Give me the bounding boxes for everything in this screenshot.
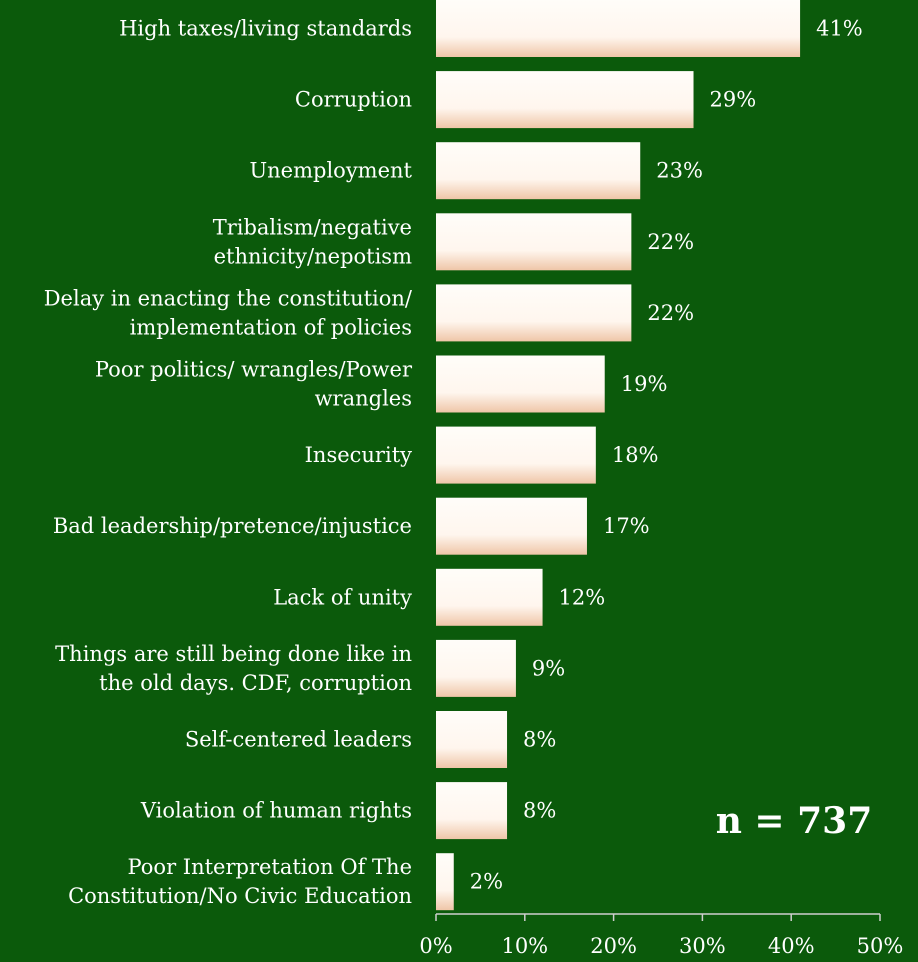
category-label: Insecurity: [305, 443, 413, 467]
category-label: Violation of human rights: [140, 799, 412, 823]
bar: [436, 711, 508, 768]
category-label-line: Insecurity: [305, 443, 413, 467]
category-label: Lack of unity: [273, 585, 412, 609]
category-label-line: ethnicity/nepotism: [214, 244, 412, 268]
category-label: Tribalism/negative ethnicity/nepotism: [213, 215, 412, 268]
x-tick-label: 10%: [501, 934, 548, 958]
category-label-line: Constitution/No Civic Education: [68, 884, 412, 908]
category-label-line: Self-centered leaders: [185, 728, 412, 752]
bar: [436, 497, 587, 555]
category-label: Things are still being done like in the o…: [55, 642, 412, 695]
category-label-line: Things are still being done like in: [55, 642, 412, 666]
value-label: 22%: [647, 230, 694, 254]
value-label: 18%: [612, 443, 659, 467]
bar: [436, 782, 508, 840]
category-label-line: Poor politics/ wrangles/Power: [95, 358, 413, 382]
value-label: 12%: [559, 585, 606, 609]
bar: [436, 853, 454, 911]
category-label-line: Violation of human rights: [140, 799, 412, 823]
bar: [436, 284, 632, 342]
category-label: Corruption: [295, 88, 412, 112]
category-label: Poor Interpretation Of The Constitution/N…: [68, 855, 412, 908]
x-tick-label: 50%: [857, 934, 904, 958]
value-label: 8%: [523, 728, 556, 752]
bar: [436, 355, 605, 413]
category-label-line: Bad leadership/pretence/injustice: [53, 514, 412, 538]
category-label-line: High taxes/living standards: [119, 17, 412, 41]
value-label: 22%: [647, 301, 694, 325]
value-label: 8%: [523, 799, 556, 823]
category-label-line: implementation of policies: [130, 315, 412, 339]
category-label-line: Lack of unity: [273, 585, 412, 609]
x-axis: 0% 10% 20% 30% 40% 50%: [419, 913, 904, 958]
value-label: 2%: [470, 870, 503, 894]
value-label: 19%: [621, 372, 668, 396]
category-label: Unemployment: [249, 159, 412, 183]
bar: [436, 71, 694, 129]
value-label: 17%: [603, 514, 650, 538]
bar: [436, 213, 632, 271]
category-labels: High taxes/living standards Corruption Une…: [44, 17, 413, 909]
category-label-line: Unemployment: [249, 159, 412, 183]
category-label: Delay in enacting the constitution/imple…: [44, 286, 413, 339]
category-label: Self-centered leaders: [185, 728, 412, 752]
x-tick-label: 30%: [679, 934, 726, 958]
bars-group: [436, 0, 801, 911]
value-label: 41%: [816, 17, 863, 41]
bar: [436, 142, 641, 200]
category-label: High taxes/living standards: [119, 17, 412, 41]
category-label: Poor politics/ wrangles/Power wrangles: [95, 358, 413, 411]
bar: [436, 568, 543, 626]
value-label: 23%: [656, 159, 703, 183]
category-label-line: Delay in enacting the constitution/: [44, 286, 413, 310]
sample-size-annotation: n = 737: [716, 800, 873, 842]
x-tick-label: 40%: [768, 934, 815, 958]
category-label-line: Poor Interpretation Of The: [128, 855, 413, 879]
value-labels: 41% 29% 23% 22% 22% 19% 18% 17% 12% 9% 8% 8% 2%: [470, 17, 863, 894]
category-label-line: wrangles: [315, 387, 412, 411]
value-label: 9%: [532, 656, 565, 680]
bar: [436, 639, 516, 697]
category-label-line: Tribalism/negative: [213, 215, 412, 239]
bar: [436, 426, 596, 484]
value-label: 29%: [710, 88, 757, 112]
x-tick-label: 0%: [419, 934, 452, 958]
category-label-line: the old days. CDF, corruption: [99, 671, 412, 695]
category-label-line: Corruption: [295, 88, 412, 112]
bar: [436, 0, 801, 57]
category-label: Bad leadership/pretence/injustice: [53, 514, 412, 538]
x-tick-label: 20%: [590, 934, 637, 958]
